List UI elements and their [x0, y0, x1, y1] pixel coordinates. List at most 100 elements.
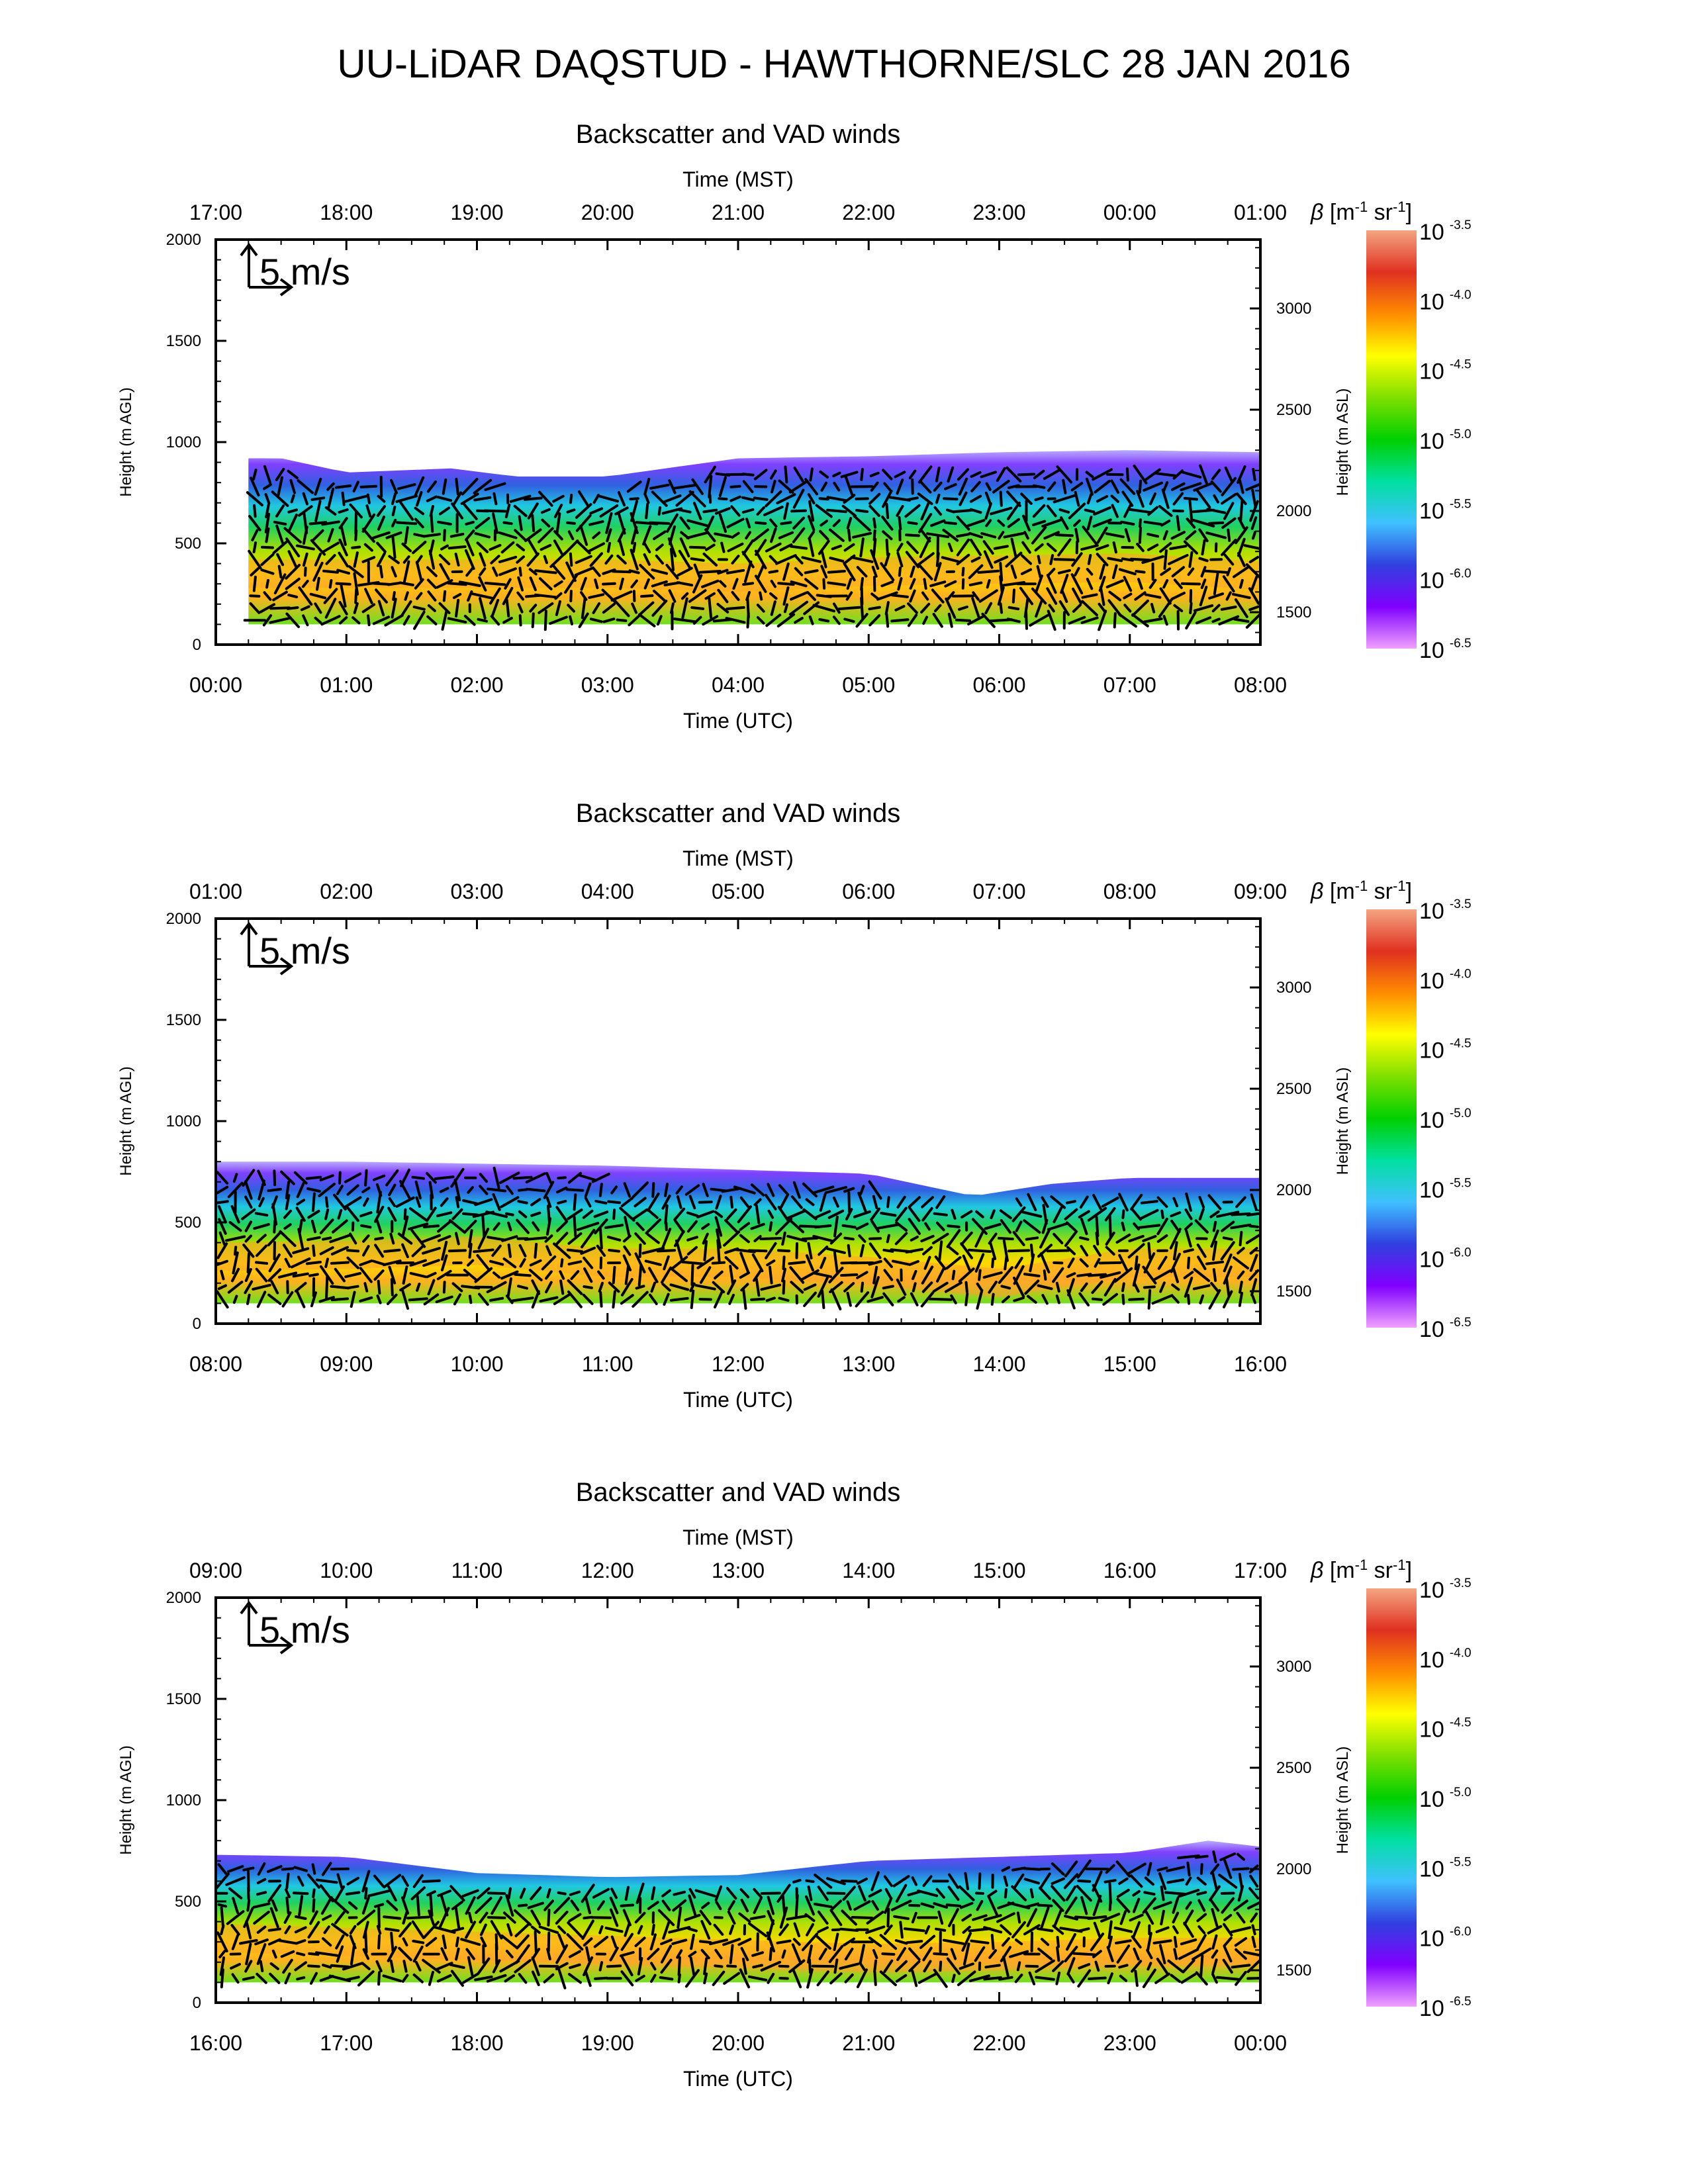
wind-arrow	[1185, 1901, 1192, 1910]
wind-arrow	[737, 1205, 752, 1224]
wind-arrow	[1222, 575, 1235, 593]
wind-arrow	[1196, 1876, 1207, 1886]
wind-arrow	[489, 1297, 504, 1302]
top-tick-label: 07:00	[972, 880, 1025, 903]
wind-arrow	[1110, 494, 1119, 503]
x-tick-label: 12:00	[712, 1352, 765, 1376]
wind-arrow	[791, 1943, 802, 1965]
wind-arrow	[517, 1285, 528, 1290]
wind-arrow	[884, 553, 890, 567]
wind-arrow	[344, 494, 367, 503]
wind-arrow	[387, 1885, 397, 1902]
wind-arrow	[1126, 1862, 1147, 1876]
wind-arrow	[287, 514, 298, 533]
wind-arrow	[779, 1906, 788, 1929]
wind-arrow	[462, 1199, 479, 1205]
wind-arrow	[314, 500, 322, 522]
wind-arrow	[690, 606, 705, 610]
wind-arrow	[1119, 1974, 1128, 1982]
wind-arrow	[1041, 1196, 1049, 1208]
wind-arrow	[362, 1234, 370, 1243]
wind-arrow	[387, 1946, 397, 1962]
wind-arrow	[623, 1182, 632, 1198]
wind-arrow	[1066, 1933, 1076, 1951]
wind-arrow	[976, 1282, 984, 1292]
wind-arrow	[678, 549, 692, 570]
wind-arrow	[1022, 514, 1031, 532]
y2-tick-label: 2500	[1276, 401, 1311, 419]
wind-arrow	[661, 1899, 671, 1911]
wind-arrow	[873, 1970, 877, 1986]
wind-arrow	[375, 1219, 383, 1234]
wind-arrow	[1023, 1867, 1041, 1871]
wind-arrow	[1064, 1208, 1078, 1220]
wind-arrow	[714, 1216, 723, 1237]
wind-arrow	[805, 1254, 814, 1272]
wind-arrow	[970, 480, 981, 492]
wind-arrow	[362, 1245, 370, 1257]
wind-arrow	[467, 1956, 474, 1977]
wind-arrow	[812, 1185, 835, 1195]
wind-arrow	[386, 1899, 399, 1911]
wind-arrow	[1116, 1897, 1131, 1913]
wind-arrow	[1233, 617, 1250, 623]
wind-arrow	[1239, 1230, 1243, 1247]
wind-arrow	[617, 491, 626, 507]
wind-arrow	[484, 482, 506, 491]
wind-arrow	[915, 552, 935, 567]
wind-arrow	[818, 1246, 829, 1256]
x-tick-label: 23:00	[1103, 2031, 1156, 2055]
wind-arrow	[1034, 496, 1044, 502]
wind-arrow	[591, 566, 601, 577]
wind-arrow	[1055, 1971, 1061, 1985]
wind-arrow	[500, 1196, 520, 1208]
wind-arrow	[1172, 492, 1184, 506]
wind-arrow	[708, 1938, 728, 1946]
wind-arrow	[362, 1921, 369, 1939]
wind-arrow	[947, 1886, 960, 1901]
wind-arrow	[543, 610, 547, 631]
wind-arrow	[584, 1182, 592, 1198]
wind-arrow	[660, 1944, 673, 1964]
wind-arrow	[870, 1207, 881, 1221]
wind-arrow	[1193, 481, 1214, 492]
wind-arrow	[557, 1967, 567, 1989]
wind-arrow	[298, 505, 313, 517]
vad-wind-arrows	[216, 1850, 1260, 1989]
wind-arrow	[920, 501, 930, 521]
wind-arrow	[242, 1976, 255, 1981]
wind-arrow	[742, 480, 754, 494]
wind-arrow	[283, 1911, 292, 1924]
wind-arrow	[780, 521, 792, 525]
wind-arrow	[868, 606, 881, 611]
wind-arrow	[602, 602, 616, 614]
wind-arrow	[1131, 599, 1149, 617]
wind-arrow	[1183, 1271, 1194, 1279]
wind-arrow	[632, 1208, 649, 1220]
y-tick-label: 0	[193, 636, 201, 654]
wind-arrow	[373, 1903, 385, 1908]
wind-arrow	[1251, 1295, 1256, 1304]
wind-arrow	[723, 1972, 741, 1985]
wind-arrow	[918, 480, 932, 494]
wind-arrow	[372, 531, 391, 539]
wind-arrow	[651, 600, 668, 617]
x-tick-label: 13:00	[842, 1352, 895, 1376]
wind-arrow	[319, 1218, 334, 1234]
wind-arrow	[434, 1175, 455, 1180]
wind-arrow	[855, 509, 869, 514]
wind-arrow	[517, 1903, 528, 1907]
wind-arrow	[463, 614, 476, 626]
wind-arrow	[1146, 1932, 1152, 1952]
wind-arrow	[1026, 1908, 1038, 1927]
wind-arrow	[1193, 604, 1214, 612]
wind-arrow	[1092, 468, 1113, 481]
panel-title: Backscatter and VAD winds	[576, 799, 901, 828]
wind-arrow	[504, 1974, 516, 1983]
wind-arrow	[410, 1229, 426, 1248]
wind-arrow	[1047, 481, 1056, 492]
wind-arrow	[275, 524, 285, 546]
wind-arrow	[545, 1196, 552, 1208]
wind-arrow	[330, 1297, 349, 1302]
wind-arrow	[970, 539, 982, 557]
